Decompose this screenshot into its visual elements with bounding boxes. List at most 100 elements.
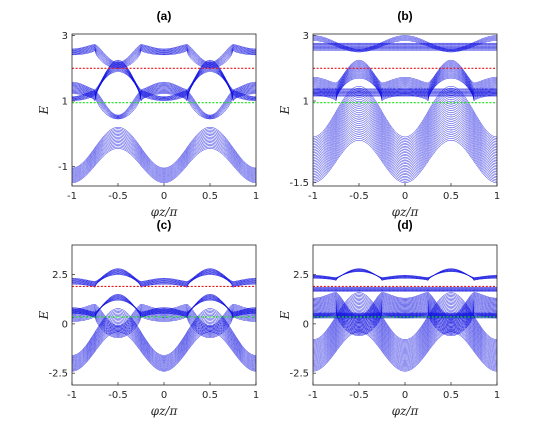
panel-title: (d): [397, 218, 412, 232]
band-2-line-7: [72, 90, 256, 116]
band-0-line-10: [313, 318, 497, 361]
band-0-line-0: [313, 139, 497, 183]
band-1-line-21: [313, 293, 497, 318]
band-0-line-14: [313, 312, 497, 357]
x-axis-label: φz/π: [392, 205, 420, 219]
x-axis-label: φz/π: [151, 205, 179, 219]
band-0-line-2: [72, 145, 256, 182]
band-0-line-17: [313, 108, 497, 157]
band-lines: [72, 268, 256, 372]
x-tick-label: 0: [161, 390, 167, 401]
y-tick-label: 3: [62, 31, 68, 42]
x-tick-label: -1: [308, 191, 318, 202]
band-0-line-9: [313, 123, 497, 169]
band-1-line-22: [313, 292, 497, 318]
band-0-line-15: [313, 311, 497, 356]
band-1-line-17: [313, 297, 497, 322]
band-3-line-0: [72, 49, 256, 69]
band-0-line-1: [313, 138, 497, 182]
band-4-line-1: [313, 39, 497, 52]
band-0-line-3: [72, 143, 256, 181]
band-0-line-7: [72, 321, 256, 365]
band-1-line-16: [313, 60, 497, 85]
band-0-line-16: [313, 309, 497, 355]
band-3-line-2: [72, 48, 256, 68]
band-0-line-13: [72, 313, 256, 360]
band-1-line-1: [313, 76, 497, 101]
band-0-line-0: [72, 148, 256, 183]
band-2-line-6: [72, 90, 256, 116]
x-tick-label: -0.5: [349, 191, 369, 202]
band-0-line-1: [72, 146, 256, 183]
band-0-line-17: [313, 308, 497, 353]
band-0-line-9: [72, 135, 256, 175]
y-axis-label: E: [278, 105, 292, 115]
band-1-line-5: [72, 66, 256, 97]
band-3-line-9: [72, 268, 256, 282]
band-2-line-0: [72, 94, 256, 120]
x-axis-label: φz/π: [151, 404, 179, 418]
band-1-line-1: [72, 314, 256, 338]
band-0-line-4: [313, 326, 497, 368]
band-2-line-2: [72, 93, 256, 119]
band-1-line-8: [72, 308, 256, 331]
x-tick-label: -1: [308, 390, 318, 401]
x-tick-label: -1: [67, 390, 77, 401]
band-3-line-5: [72, 271, 256, 285]
band-0-line-20: [313, 102, 497, 152]
y-axis-label: E: [37, 105, 51, 115]
band-1-line-19: [313, 295, 497, 320]
band-3-line-4: [72, 47, 256, 66]
band-3-line-3: [72, 48, 256, 67]
band-3-line-4: [72, 271, 256, 286]
band-0-line-27: [313, 89, 497, 141]
band-0-line-21: [313, 100, 497, 150]
x-tick-label: 1: [253, 191, 259, 202]
panel-title: (a): [157, 9, 172, 23]
band-0-line-29: [313, 86, 497, 138]
band-1-line-0: [72, 315, 256, 338]
band-0-line-2: [313, 136, 497, 180]
band-1-line-2: [72, 313, 256, 337]
band-2-line-3: [72, 92, 256, 118]
x-tick-label: 1: [253, 390, 259, 401]
band-0-line-28: [313, 87, 497, 139]
y-tick-label: -2.5: [48, 369, 68, 380]
band-0-line-11: [313, 119, 497, 166]
band-4-line-0: [313, 40, 497, 53]
band-0-line-16: [313, 110, 497, 158]
band-0-line-11: [72, 316, 256, 362]
axes-frame: [71, 33, 257, 187]
y-tick-label: -2.5: [289, 369, 309, 380]
band-0-line-15: [72, 127, 256, 169]
y-tick-label: -1: [58, 162, 68, 173]
band-0-line-2: [72, 328, 256, 370]
band-3-line-6: [72, 270, 256, 284]
band-0-line-24: [313, 299, 497, 346]
band-0-line-1: [313, 330, 497, 371]
x-tick-label: 0.5: [443, 191, 459, 202]
x-tick-label: 0.5: [202, 390, 218, 401]
x-tick-label: 0: [161, 191, 167, 202]
y-tick-label: 3: [303, 31, 309, 42]
band-4-line-3: [313, 37, 497, 51]
y-tick-label: 2.5: [52, 270, 68, 281]
band-2-line-1: [72, 93, 256, 119]
band-0-line-4: [72, 142, 256, 180]
band-0-line-1: [72, 330, 256, 371]
band-0-line-25: [313, 93, 497, 144]
band-0-line-24: [313, 95, 497, 146]
band-1-line-7: [72, 65, 256, 96]
band-0-line-14: [313, 113, 497, 161]
band-0-line-12: [313, 117, 497, 165]
panel-c: (c) -1 -0.5 0 0.5 1 -2.5 0 2.5 φz/π E: [37, 218, 259, 418]
band-3-line-6: [72, 46, 256, 65]
band-0-line-14: [72, 312, 256, 359]
band-0-line-5: [313, 130, 497, 176]
band-1-line-6: [72, 66, 256, 97]
x-tick-label: 1: [494, 390, 500, 401]
band-3-line-7: [72, 45, 256, 64]
band-1-line-13: [72, 59, 256, 90]
x-tick-label: -0.5: [108, 191, 128, 202]
